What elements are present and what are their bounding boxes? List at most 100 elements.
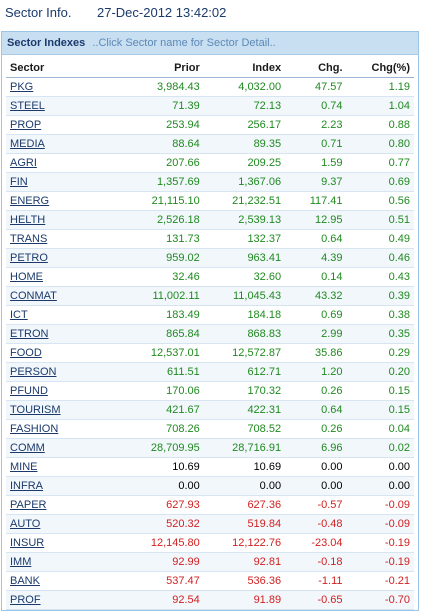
index-cell: 963.41 — [203, 248, 286, 268]
column-header-chg-pct[interactable]: Chg(%) — [346, 59, 414, 78]
change-cell: 2.23 — [321, 119, 343, 131]
prior-cell: 1,357.69 — [122, 172, 204, 192]
table-row: PKG 3,984.43 4,032.00 47.57 1.19 — [6, 78, 414, 97]
change-cell: 1.59 — [321, 157, 343, 169]
change-cell: 0.69 — [321, 309, 343, 321]
sector-link-energ[interactable]: ENERG — [10, 195, 50, 207]
index-cell: 708.52 — [247, 423, 282, 435]
sector-link-prop[interactable]: PROP — [10, 119, 42, 131]
change-cell: 12.95 — [285, 210, 347, 230]
sector-link-etron[interactable]: ETRON — [10, 328, 49, 340]
index-cell: 132.37 — [247, 233, 282, 245]
sector-link-auto[interactable]: AUTO — [10, 518, 41, 530]
sector-link-helth[interactable]: HELTH — [10, 214, 46, 226]
change-cell: 0.64 — [285, 400, 347, 420]
sector-link-home[interactable]: HOME — [10, 271, 43, 283]
column-header-sector[interactable]: Sector — [6, 59, 123, 78]
sector-cell: ICT — [6, 306, 122, 325]
column-header-prior[interactable]: Prior — [122, 59, 204, 78]
sector-link-bank[interactable]: BANK — [10, 575, 40, 587]
table-row: PROP 253.94 256.17 2.23 0.88 — [6, 116, 414, 135]
sector-cell: PERSON — [6, 362, 123, 382]
sector-link-paper[interactable]: PAPER — [10, 499, 47, 511]
table-row: INSUR 12,145.80 12,122.76 -23.04 -0.19 — [6, 534, 414, 553]
change-cell: 35.86 — [315, 347, 343, 359]
index-cell: 627.36 — [247, 499, 282, 511]
index-cell: 422.31 — [203, 400, 286, 420]
change-cell: 0.00 — [321, 461, 343, 473]
sector-link-fin[interactable]: FIN — [10, 176, 28, 188]
sector-table: Sector Prior Index Chg. Chg(%) PKG 3,984.… — [6, 59, 414, 610]
sector-cell: PROP — [6, 116, 122, 135]
change-cell: 0.26 — [321, 385, 343, 397]
prior-cell: 520.32 — [122, 514, 204, 534]
prior-cell: 170.06 — [166, 385, 200, 397]
sector-cell: ETRON — [6, 324, 123, 344]
index-cell: 868.83 — [203, 324, 286, 344]
table-row: AUTO 520.32 519.84 -0.48 -0.09 — [6, 514, 414, 534]
sector-link-fashion[interactable]: FASHION — [10, 423, 59, 435]
sector-cell: CONMAT — [6, 286, 123, 306]
table-row: BANK 537.47 536.36 -1.11 -0.21 — [6, 572, 414, 591]
change-pct-cell: -0.09 — [384, 499, 410, 511]
sector-link-prof[interactable]: PROF — [10, 594, 41, 606]
index-cell: 28,716.91 — [203, 438, 286, 458]
index-cell: 72.13 — [203, 96, 286, 116]
change-cell: 117.41 — [309, 195, 343, 207]
sector-link-media[interactable]: MEDIA — [10, 138, 45, 150]
table-row: MINE 10.69 10.69 0.00 0.00 — [6, 458, 414, 477]
table-row: PERSON 611.51 612.71 1.20 0.20 — [6, 362, 414, 382]
change-cell: -0.18 — [285, 552, 347, 572]
prior-cell: 12,145.80 — [150, 537, 200, 549]
prior-cell: 627.93 — [166, 499, 200, 511]
table-row: FIN 1,357.69 1,367.06 9.37 0.69 — [6, 172, 414, 192]
sector-link-petro[interactable]: PETRO — [10, 252, 48, 264]
sector-link-imm[interactable]: IMM — [10, 556, 32, 568]
prior-cell: 253.94 — [166, 119, 200, 131]
column-header-index[interactable]: Index — [203, 59, 286, 78]
change-pct-cell: 0.46 — [346, 248, 414, 268]
sector-link-mine[interactable]: MINE — [10, 461, 38, 473]
prior-cell: 708.26 — [166, 423, 200, 435]
index-cell: 4,032.00 — [238, 81, 282, 93]
sector-link-pkg[interactable]: PKG — [10, 81, 34, 93]
prior-cell: 92.54 — [122, 590, 204, 610]
sector-link-trans[interactable]: TRANS — [10, 233, 48, 245]
sector-link-ict[interactable]: ICT — [10, 309, 28, 321]
sector-cell: TRANS — [6, 230, 122, 249]
sector-link-agri[interactable]: AGRI — [10, 157, 37, 169]
sector-link-conmat[interactable]: CONMAT — [10, 290, 57, 302]
sector-cell: ENERG — [6, 192, 122, 211]
prior-cell: 11,002.11 — [122, 286, 204, 306]
index-cell: 1,367.06 — [203, 172, 286, 192]
prior-cell: 88.64 — [122, 134, 204, 154]
sector-cell: PAPER — [6, 496, 122, 515]
column-header-chg[interactable]: Chg. — [285, 59, 347, 78]
index-cell: 92.81 — [203, 552, 286, 572]
index-cell: 0.00 — [203, 476, 286, 496]
sector-link-infra[interactable]: INFRA — [10, 480, 43, 492]
prior-cell: 183.49 — [166, 309, 200, 321]
change-cell: -0.65 — [285, 590, 347, 610]
sector-link-person[interactable]: PERSON — [10, 366, 57, 378]
sector-link-comm[interactable]: COMM — [10, 442, 45, 454]
sector-cell: FASHION — [6, 420, 122, 439]
change-pct-cell: -0.21 — [384, 575, 410, 587]
change-cell: 0.14 — [321, 271, 343, 283]
table-row: ETRON 865.84 868.83 2.99 0.35 — [6, 324, 414, 344]
sector-link-insur[interactable]: INSUR — [10, 537, 45, 549]
sector-link-pfund[interactable]: PFUND — [10, 385, 48, 397]
change-pct-cell: 0.15 — [346, 400, 414, 420]
sector-link-food[interactable]: FOOD — [10, 347, 42, 359]
sector-cell: PROF — [6, 590, 123, 610]
change-cell: 0.74 — [285, 96, 347, 116]
change-pct-cell: -0.19 — [346, 552, 414, 572]
change-pct-cell: 0.00 — [388, 461, 410, 473]
sector-cell: TOURISM — [6, 400, 123, 420]
sector-cell: AGRI — [6, 154, 122, 173]
index-cell: 209.25 — [247, 157, 282, 169]
sector-link-tourism[interactable]: TOURISM — [10, 404, 61, 416]
change-pct-cell: 0.49 — [388, 233, 410, 245]
prior-cell: 131.73 — [166, 233, 200, 245]
sector-link-steel[interactable]: STEEL — [10, 100, 45, 112]
